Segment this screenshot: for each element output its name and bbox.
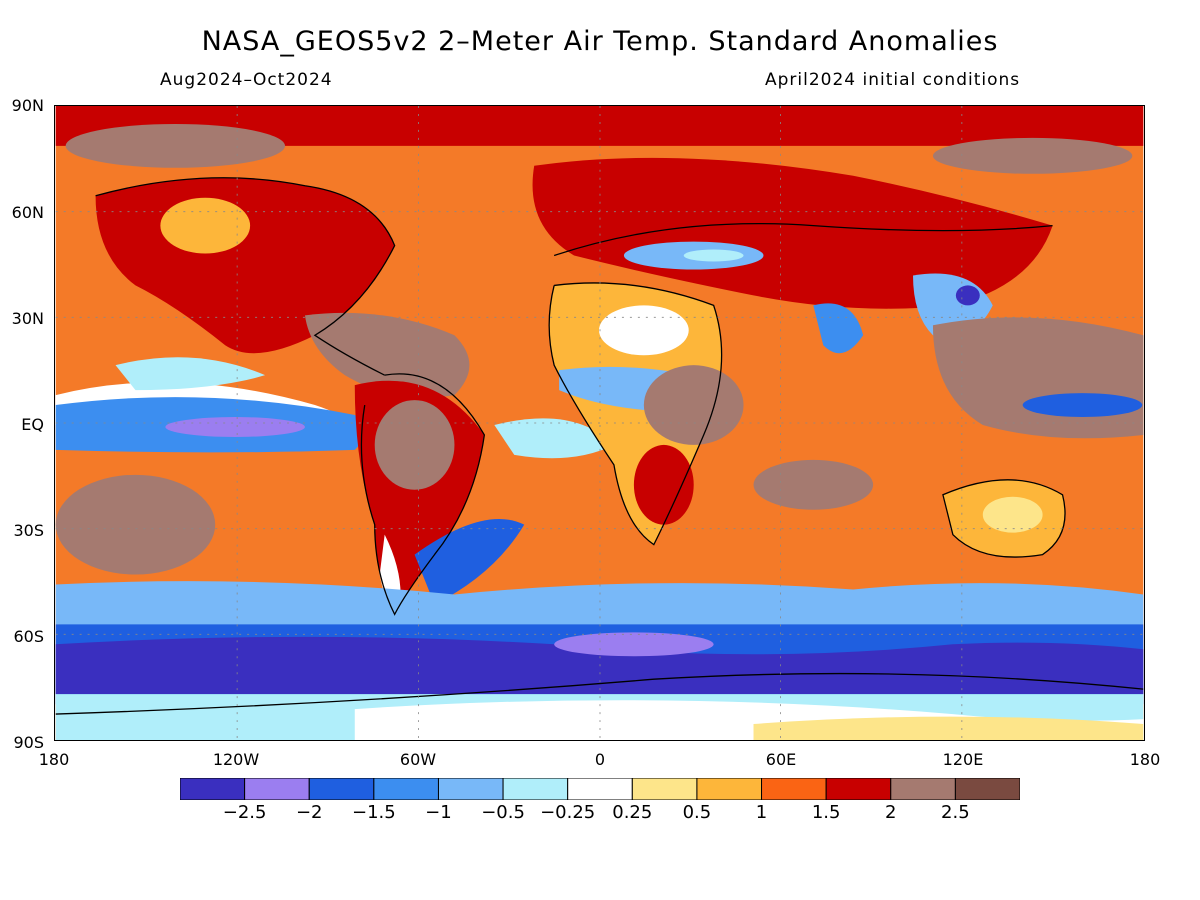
colorbar-swatch: [954, 778, 1020, 800]
map-title: NASA_GEOS5v2 2–Meter Air Temp. Standard …: [201, 26, 999, 57]
colorbar-tick-label: 0.25: [612, 802, 653, 823]
south-atlantic-cool: [414, 518, 525, 605]
north-pacific-light-cool: [115, 357, 266, 391]
colorbar-swatch: [308, 778, 375, 800]
forecast-period: Aug2024–Oct2024: [160, 70, 333, 90]
colorbar-swatch: [502, 778, 569, 800]
coastline-australia: [942, 479, 1066, 558]
colorbar-tick-label: −0.5: [481, 802, 525, 823]
anomaly-map: [54, 105, 1145, 741]
colorbar-swatch: [244, 778, 310, 800]
eurasia-warm: [532, 157, 1053, 309]
colorbar-tick-label: 1: [755, 802, 768, 823]
lat-label-30s: 30S: [13, 521, 44, 540]
graticule: [55, 106, 1144, 740]
coastlines: [55, 177, 1144, 715]
colorbar-tick-label: −2.5: [222, 802, 267, 823]
lat-label-60n: 60N: [11, 203, 44, 222]
southern-ocean-purple: [554, 632, 714, 657]
indian-ocean-brown-south: [753, 459, 874, 510]
coastline-antarctica: [55, 672, 1144, 715]
colorbar-tick-label: 1.5: [811, 802, 841, 823]
colorbar-swatch: [180, 778, 246, 800]
amazon-brown: [374, 400, 455, 490]
central-america-brown: [304, 312, 470, 398]
colorbar-swatch: [890, 778, 956, 800]
west-pacific-cool-tongue: [1022, 393, 1143, 418]
central-asia-light-cool: [683, 249, 744, 262]
lat-label-90s: 90S: [13, 733, 44, 752]
colorbar-tick-label: −1: [425, 802, 452, 823]
initial-conditions: April2024 initial conditions: [765, 70, 1021, 90]
coastline-africa: [548, 282, 723, 546]
coastline-north-america: [95, 177, 396, 376]
colorbar-swatch: [373, 778, 439, 800]
india-cool: [813, 303, 864, 354]
southern-ocean-strong-cool: [55, 636, 1144, 695]
colorbar-tick-label: −1.5: [351, 802, 396, 823]
lon-label-120w: 120W: [212, 750, 260, 769]
australia-mild: [982, 496, 1043, 533]
colorbar-swatch: [761, 778, 827, 800]
na-orange-patch: [160, 197, 251, 254]
arctic-brown-patch-east: [932, 137, 1133, 174]
lon-label-0: 0: [594, 750, 606, 769]
colorbar-swatch: [631, 778, 698, 800]
colorbar-tick-label: −0.25: [540, 802, 596, 823]
colorbar-tick-label: 0.5: [682, 802, 712, 823]
subantarctic-cool: [55, 581, 1144, 625]
colorbar-swatch: [825, 778, 892, 800]
lat-label-60s: 60S: [13, 627, 44, 646]
colorbar-tick-label: 2: [885, 802, 897, 823]
lat-label-eq: EQ: [21, 415, 44, 434]
colorbar-tick-label: 2.5: [941, 802, 970, 823]
south-pacific-brown: [55, 474, 216, 575]
lon-label-60e: 60E: [765, 750, 797, 769]
colorbar: [180, 778, 1020, 800]
colorbar-tick-label: −2: [295, 802, 323, 823]
lon-label-120e: 120E: [942, 750, 984, 769]
lon-label-180e: 180: [1129, 750, 1161, 769]
indian-ocean-brown-west: [643, 365, 744, 445]
lon-label-60w: 60W: [399, 750, 437, 769]
sahara-neutral: [599, 305, 689, 356]
korea-strong-cool: [955, 285, 980, 306]
lat-label-30n: 30N: [11, 309, 44, 328]
antarctica-mild-warm: [753, 716, 1144, 740]
lon-label-180w: 180: [38, 750, 70, 769]
lat-label-90n: 90N: [11, 96, 44, 115]
coastline-eurasia: [553, 223, 1053, 257]
colorbar-swatch: [437, 778, 504, 800]
arctic-brown-patch: [65, 123, 285, 168]
tropical-atlantic-light-cool: [494, 418, 614, 459]
equatorial-pacific-strong-cool: [165, 417, 305, 437]
coastline-south-america: [360, 373, 486, 616]
colorbar-swatch: [696, 778, 763, 800]
colorbar-swatch: [567, 778, 633, 800]
southern-africa-warm: [633, 444, 694, 525]
